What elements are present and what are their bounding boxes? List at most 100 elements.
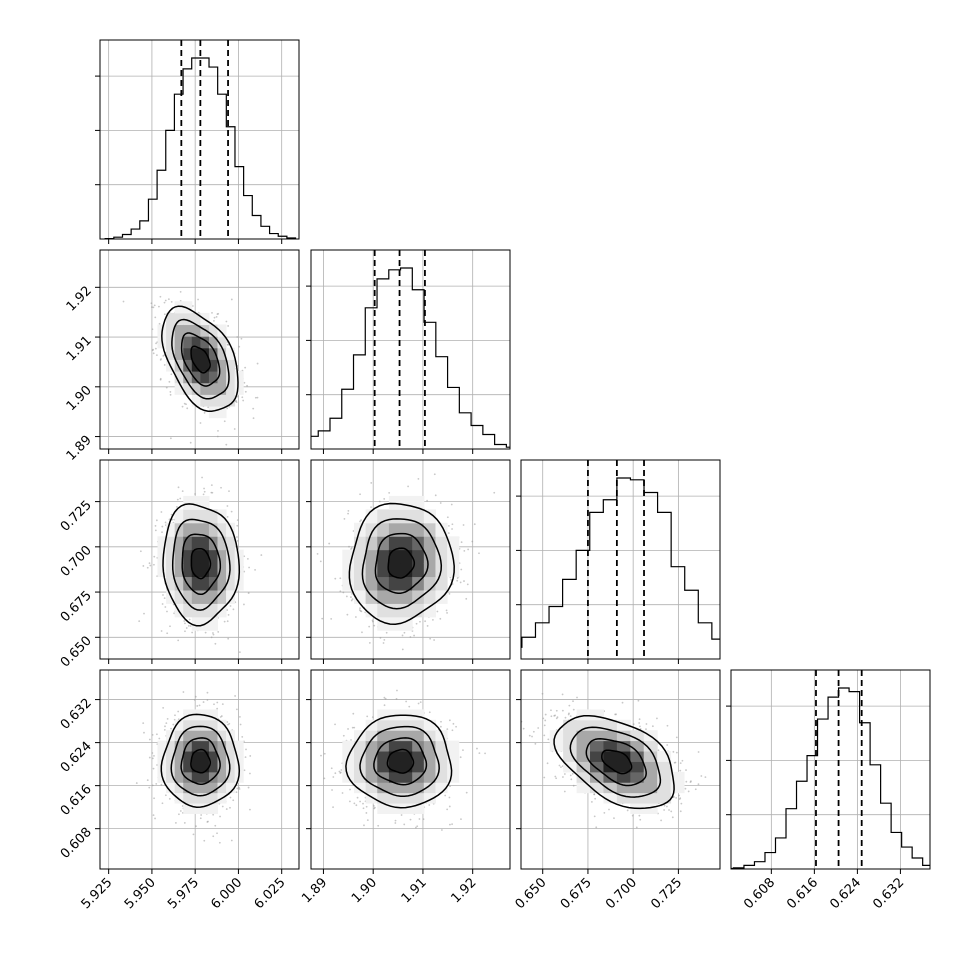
scatter-point [155, 354, 158, 357]
scatter-point [217, 312, 220, 315]
density-cell [200, 782, 210, 794]
scatter-point [446, 612, 448, 614]
density-cell [447, 751, 460, 762]
density-cell [342, 761, 355, 773]
density-cell [377, 576, 390, 591]
density-cell [200, 536, 210, 551]
scatter-point [194, 493, 196, 495]
scatter-point [164, 521, 167, 524]
scatter-point [452, 722, 455, 725]
density-cell [191, 522, 201, 537]
scatter-point [248, 566, 250, 569]
scatter-point [678, 794, 681, 797]
scatter-point [166, 717, 169, 720]
scatter-point [215, 315, 218, 318]
density-cell [412, 761, 425, 773]
density-cell [226, 589, 236, 604]
scatter-point [169, 625, 171, 628]
scatter-point [595, 826, 598, 829]
scatter-point [370, 482, 373, 484]
density-cell [412, 730, 425, 742]
scatter-point [159, 358, 162, 361]
density-cell [423, 751, 436, 762]
density-cell [191, 589, 201, 604]
scatter-point [226, 721, 229, 723]
density-cell [191, 371, 201, 384]
scatter-point [212, 835, 215, 838]
density-cell [643, 803, 658, 814]
scatter-point [651, 725, 654, 728]
scatter-point [663, 804, 666, 807]
scatter-point [382, 642, 385, 644]
density-cell [423, 563, 436, 578]
scatter-point [359, 520, 361, 523]
scatter-point [235, 708, 238, 711]
density-cell [412, 719, 425, 731]
density-cell [208, 563, 218, 578]
scatter-point [165, 386, 168, 389]
density-cell [353, 740, 367, 752]
density-cell [365, 563, 378, 578]
x-tick-label: 1.92 [448, 875, 479, 906]
scatter-point [446, 808, 449, 811]
scatter-point [229, 605, 232, 607]
scatter-point [153, 555, 156, 558]
scatter-point [148, 562, 151, 565]
scatter-point [365, 805, 368, 808]
density-cell [174, 371, 184, 384]
scatter-point [350, 599, 353, 602]
scatter-point [206, 691, 209, 694]
scatter-point [321, 617, 324, 620]
density-cell [174, 589, 184, 604]
density-cell [217, 740, 227, 752]
density-cell [191, 751, 201, 762]
density-cell [643, 792, 658, 804]
scatter-point [143, 731, 145, 734]
scatter-point [163, 301, 166, 304]
scatter-point [146, 566, 149, 569]
ticks-3-0: 5.925 5.950 5.975 6.000 6.025 0.608 0.616 0.624… [58, 696, 289, 912]
scatter-point [350, 739, 352, 741]
scatter-point [169, 437, 172, 440]
density-cell [183, 792, 193, 804]
density-cell [365, 740, 378, 752]
scatter-point [197, 298, 199, 301]
density-cell [657, 782, 672, 794]
density-cell [183, 371, 193, 384]
density-cell [447, 761, 460, 773]
scatter-point [680, 802, 683, 805]
density-cell [643, 751, 658, 762]
density-cell [365, 719, 378, 731]
density-cell [208, 347, 218, 360]
scatter-point [338, 770, 341, 773]
scatter-point [608, 808, 610, 811]
density-cell [388, 563, 402, 578]
scatter-point [236, 536, 238, 538]
density-cell [191, 740, 201, 752]
scatter-point [161, 802, 164, 805]
density-cell [200, 522, 210, 537]
density-cell [234, 371, 244, 384]
scatter-point [334, 577, 337, 580]
scatter-point [408, 705, 411, 708]
scatter-point [227, 343, 229, 346]
scatter-point [426, 499, 429, 502]
scatter-point [217, 631, 220, 633]
scatter-point [347, 512, 349, 515]
density-cell [226, 382, 236, 395]
scatter-point [244, 366, 247, 369]
density-cell [423, 603, 436, 618]
density-cell [226, 576, 236, 591]
scatter-point [370, 506, 372, 509]
density-cell [208, 406, 218, 419]
scatter-point [448, 796, 451, 799]
scatter-point [350, 596, 352, 598]
scatter-point [229, 796, 232, 799]
scatter-point [550, 709, 552, 712]
density-cell [423, 589, 436, 604]
density-cell [377, 740, 390, 752]
density-cell [174, 359, 184, 372]
density-cell [603, 782, 618, 794]
density-cell [603, 751, 618, 762]
y-tick-label: 0.650 [58, 634, 95, 671]
